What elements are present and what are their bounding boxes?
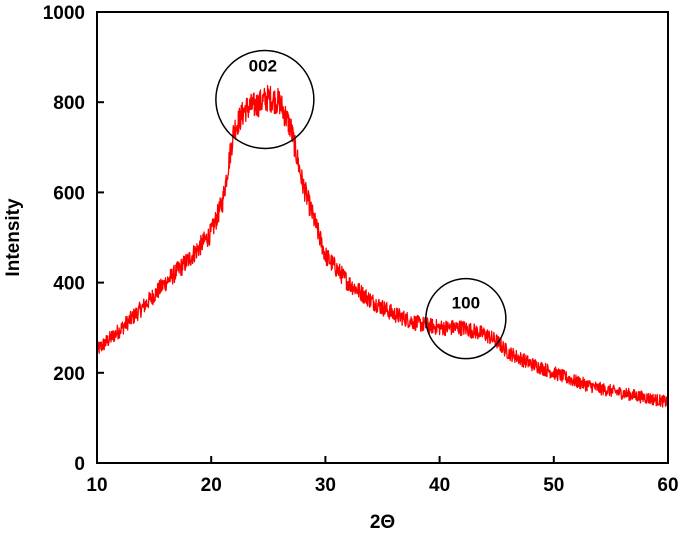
x-tick-label: 10 [86,475,107,496]
peak-label-100: 100 [452,294,480,313]
plot-frame [96,11,669,464]
x-tick-label: 30 [315,475,336,496]
x-tick-label: 20 [201,475,222,496]
intensity-series-line [96,84,669,408]
peak-label-002: 002 [249,56,277,75]
x-axis-title: 2Θ [370,512,395,533]
peak-circle-002 [215,49,315,150]
x-tick-label: 60 [657,475,678,496]
y-tick-label: 600 [53,183,85,204]
y-tick-label: 1000 [43,3,85,24]
plot-layer [96,84,669,408]
peak-circle-100 [425,277,507,360]
y-axis-title: Intensity [3,198,24,277]
y-tick-label: 800 [53,93,85,114]
y-tick-label: 0 [74,454,85,475]
x-tick-label: 40 [429,475,450,496]
annotations-layer: 002 100 [215,49,507,360]
x-tick-label: 50 [543,475,564,496]
y-tick-label: 200 [53,364,85,385]
y-tick-label: 400 [53,274,85,295]
